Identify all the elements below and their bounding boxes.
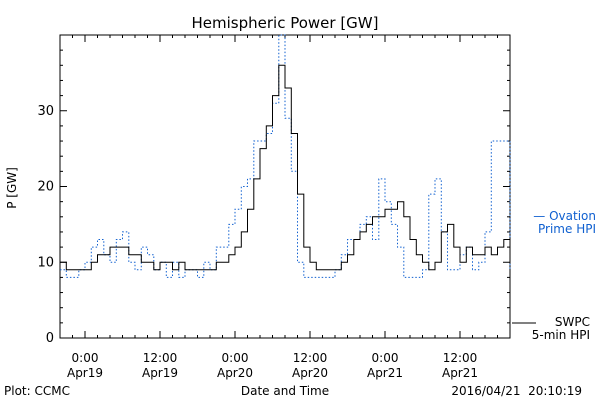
chart-title: Hemispheric Power [GW] bbox=[192, 14, 379, 32]
series-swpc-line bbox=[60, 64, 511, 271]
x-axis: 0:00Apr1912:00Apr190:00Apr2012:00Apr200:… bbox=[59, 35, 511, 380]
legend-ovation-line1: — Ovation bbox=[533, 209, 596, 223]
x-axis-label: Date and Time bbox=[241, 384, 329, 398]
x-tick-label-date: Apr21 bbox=[367, 366, 403, 380]
x-tick-label-date: Apr19 bbox=[67, 366, 103, 380]
x-tick-label-time: 12:00 bbox=[143, 351, 178, 365]
x-tick-label-date: Apr21 bbox=[442, 366, 478, 380]
legend-ovation-line2: Prime HPI bbox=[538, 222, 596, 236]
y-axis: 0 10 20 30 bbox=[37, 49, 510, 346]
series-layer bbox=[60, 34, 511, 278]
y-axis-label: P [GW] bbox=[5, 167, 19, 209]
y-tick-label: 20 bbox=[37, 180, 54, 195]
y-tick-label: 30 bbox=[37, 104, 54, 119]
x-tick-label-date: Apr19 bbox=[142, 366, 178, 380]
x-tick-label-time: 12:00 bbox=[293, 351, 328, 365]
x-tick-label-time: 0:00 bbox=[372, 351, 399, 365]
x-tick-label-time: 12:00 bbox=[443, 351, 478, 365]
x-tick-label-date: Apr20 bbox=[217, 366, 253, 380]
footer-plot-source: Plot: CCMC bbox=[4, 384, 70, 398]
y-tick-label: 10 bbox=[37, 255, 54, 270]
x-tick-label-time: 0:00 bbox=[72, 351, 99, 365]
y-tick-label: 0 bbox=[46, 331, 54, 346]
x-tick-label-date: Apr20 bbox=[292, 366, 328, 380]
legend-swpc-line2: 5-min HPI bbox=[532, 328, 590, 342]
x-tick-label-time: 0:00 bbox=[222, 351, 249, 365]
footer-timestamp: 2016/04/21 20:10:19 bbox=[451, 384, 582, 398]
legend-swpc-line1: SWPC bbox=[555, 315, 590, 329]
